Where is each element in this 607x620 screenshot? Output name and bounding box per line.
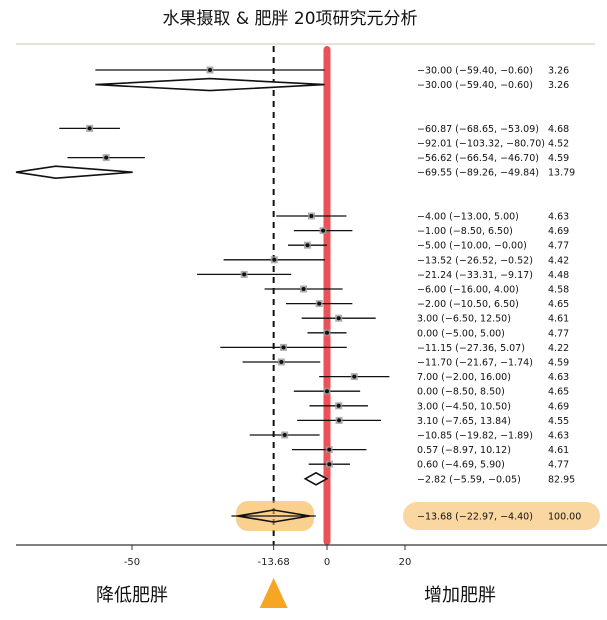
row-weight-label: 4.58: [548, 285, 569, 296]
row-effect-label: 0.60 (−4.69, 5.90): [417, 460, 505, 471]
right-direction-label: 增加肥胖: [424, 585, 496, 606]
row-weight-label: 4.63: [548, 372, 569, 383]
pooled-summary-diamond: [237, 509, 310, 523]
row-effect-label: −11.15 (−27.36, 5.07): [417, 343, 525, 354]
row-weight-label: 4.69: [548, 401, 569, 412]
pooled-effect-label: −13.68 (−22.97, −4.40): [417, 512, 533, 523]
pooled-weight-label: 100.00: [548, 512, 581, 523]
chart-title: 水果摄取 & 肥胖 20项研究元分析: [162, 9, 417, 29]
study-point: [87, 126, 92, 131]
row-effect-label: 3.00 (−6.50, 12.50): [417, 314, 511, 325]
x-tick-label: 20: [399, 557, 412, 568]
row-weight-label: 4.61: [548, 445, 569, 456]
row-weight-label: 4.65: [548, 387, 569, 398]
study-point: [327, 447, 332, 452]
row-effect-label: −1.00 (−8.50, 6.50): [417, 226, 513, 237]
row-weight-label: 13.79: [548, 168, 575, 179]
row-effect-label: 7.00 (−2.00, 16.00): [417, 372, 511, 383]
subgroup-summary-diamond: [15, 165, 133, 180]
x-tick-label: -50: [124, 557, 140, 568]
pooled-tick-label: -13.68: [258, 557, 290, 568]
study-point: [309, 214, 314, 218]
null-effect-line: [323, 46, 331, 545]
study-point: [208, 68, 212, 72]
study-point: [272, 257, 277, 262]
row-weight-label: 3.26: [548, 80, 569, 91]
row-effect-label: −60.87 (−68.65, −53.09): [417, 124, 539, 135]
study-point: [336, 316, 341, 321]
row-weight-label: 82.95: [548, 474, 575, 485]
study-point: [352, 374, 357, 379]
study-point: [336, 403, 341, 408]
row-effect-label: 0.00 (−5.00, 5.00): [417, 328, 505, 339]
subgroup-summary-diamond: [303, 471, 329, 486]
study-point: [242, 272, 247, 277]
row-weight-label: 4.59: [548, 153, 569, 164]
study-point: [282, 433, 287, 437]
study-point: [104, 155, 109, 160]
study-point: [321, 228, 326, 233]
row-weight-label: 4.55: [548, 416, 569, 427]
row-weight-label: 4.77: [548, 328, 569, 339]
row-effect-label: −92.01 (−103.32, −80.70): [417, 139, 545, 150]
study-point: [325, 330, 329, 335]
pooled-triangle-marker: [259, 578, 288, 608]
row-weight-label: 4.77: [548, 241, 569, 252]
row-effect-label: −5.00 (−10.00, −0.00): [417, 241, 527, 252]
chart-marks: −30.00 (−59.40, −0.60) 3.26 −30.00 (−59.40…: [15, 46, 607, 608]
study-point: [325, 389, 329, 394]
row-effect-label: 0.57 (−8.97, 10.12): [417, 445, 511, 456]
study-point: [317, 301, 322, 306]
x-tick-label: 0: [324, 557, 330, 568]
row-effect-label: 3.10 (−7.65, 13.84): [417, 416, 511, 427]
row-weight-label: 4.69: [548, 226, 569, 237]
row-effect-label: −30.00 (−59.40, −0.60): [417, 66, 533, 77]
study-point: [327, 462, 332, 467]
row-effect-label: −56.62 (−66.54, −46.70): [417, 153, 539, 164]
row-weight-label: 4.59: [548, 358, 569, 369]
subgroup-summary-diamond: [95, 77, 325, 92]
row-effect-label: −13.52 (−26.52, −0.52): [417, 255, 533, 266]
row-effect-label: −11.70 (−21.67, −1.74): [417, 358, 533, 369]
row-effect-label: −10.85 (−19.82, −1.89): [417, 431, 533, 442]
study-point: [337, 418, 342, 423]
row-weight-label: 4.65: [548, 299, 569, 310]
row-weight-label: 4.63: [548, 431, 569, 442]
study-point: [279, 360, 284, 364]
row-weight-label: 4.22: [548, 343, 569, 354]
row-effect-label: −6.00 (−16.00, 4.00): [417, 285, 519, 296]
row-weight-label: 4.63: [548, 212, 569, 223]
row-effect-label: 0.00 (−8.50, 8.50): [417, 387, 505, 398]
study-point: [281, 345, 286, 350]
row-weight-label: 4.48: [548, 270, 569, 281]
row-weight-label: 4.61: [548, 314, 569, 325]
row-effect-label: −30.00 (−59.40, −0.60): [417, 80, 533, 91]
row-weight-label: 4.42: [548, 255, 569, 266]
study-point: [301, 287, 306, 291]
left-direction-label: 降低肥胖: [96, 585, 168, 606]
row-effect-label: −2.00 (−10.50, 6.50): [417, 299, 519, 310]
row-effect-label: 3.00 (−4.50, 10.50): [417, 401, 511, 412]
pooled-label-highlight: [403, 502, 600, 530]
row-effect-label: −2.82 (−5.59, −0.05): [417, 474, 521, 485]
row-weight-label: 4.77: [548, 460, 569, 471]
row-effect-label: −21.24 (−33.31, −9.17): [417, 270, 533, 281]
row-weight-label: 4.52: [548, 139, 569, 150]
study-point: [305, 243, 310, 248]
row-effect-label: −69.55 (−89.26, −49.84): [417, 168, 539, 179]
row-weight-label: 3.26: [548, 66, 569, 77]
row-effect-label: −4.00 (−13.00, 5.00): [417, 212, 519, 223]
row-weight-label: 4.68: [548, 124, 569, 135]
